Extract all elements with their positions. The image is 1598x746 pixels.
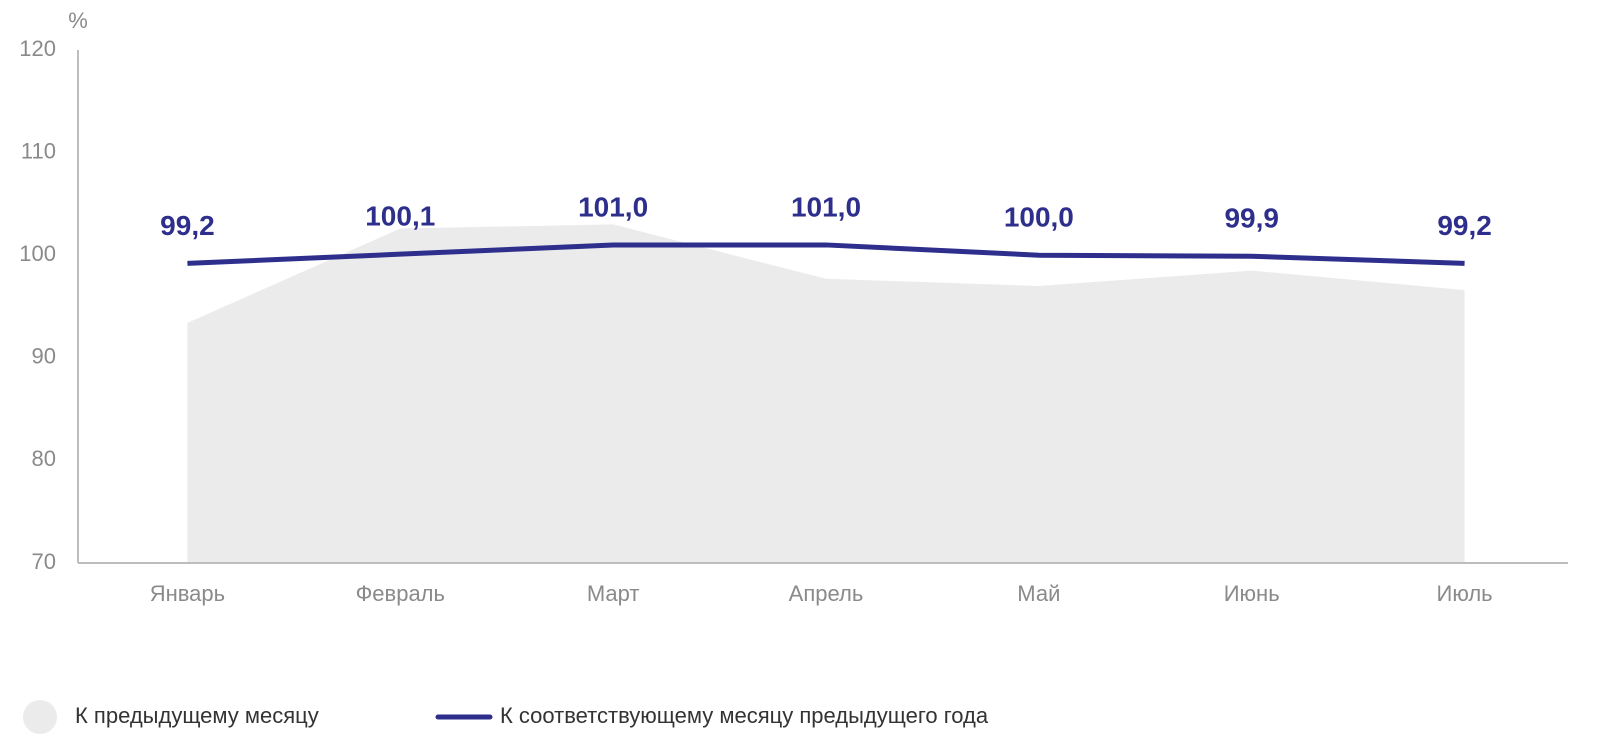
y-tick-label: 120 [19,36,56,61]
data-label: 99,2 [160,210,215,241]
x-tick-label: Апрель [789,581,864,606]
x-tick-label: Март [587,581,640,606]
x-tick-label: Июнь [1224,581,1280,606]
x-tick-label: Февраль [356,581,445,606]
data-label: 99,9 [1224,203,1279,234]
legend-label: К предыдущему месяцу [75,703,319,728]
area [187,224,1465,564]
y-tick-label: 80 [32,446,56,471]
legend-label: К соответствующему месяцу предыдущего го… [500,703,989,728]
line [187,242,1465,266]
legend-marker [23,700,57,734]
y-tick-label: 70 [32,549,56,574]
x-tick-label: Июль [1437,581,1493,606]
x-tick-label: Май [1017,581,1060,606]
data-label: 100,1 [365,201,435,232]
y-axis-label: % [68,8,88,33]
data-label: 100,0 [1004,202,1074,233]
y-tick-label: 90 [32,344,56,369]
data-label: 101,0 [791,191,861,222]
y-tick-label: 100 [19,241,56,266]
data-label: 101,0 [578,191,648,222]
x-tick-label: Январь [150,581,225,606]
data-label: 99,2 [1437,210,1492,241]
y-tick-label: 110 [21,138,56,163]
